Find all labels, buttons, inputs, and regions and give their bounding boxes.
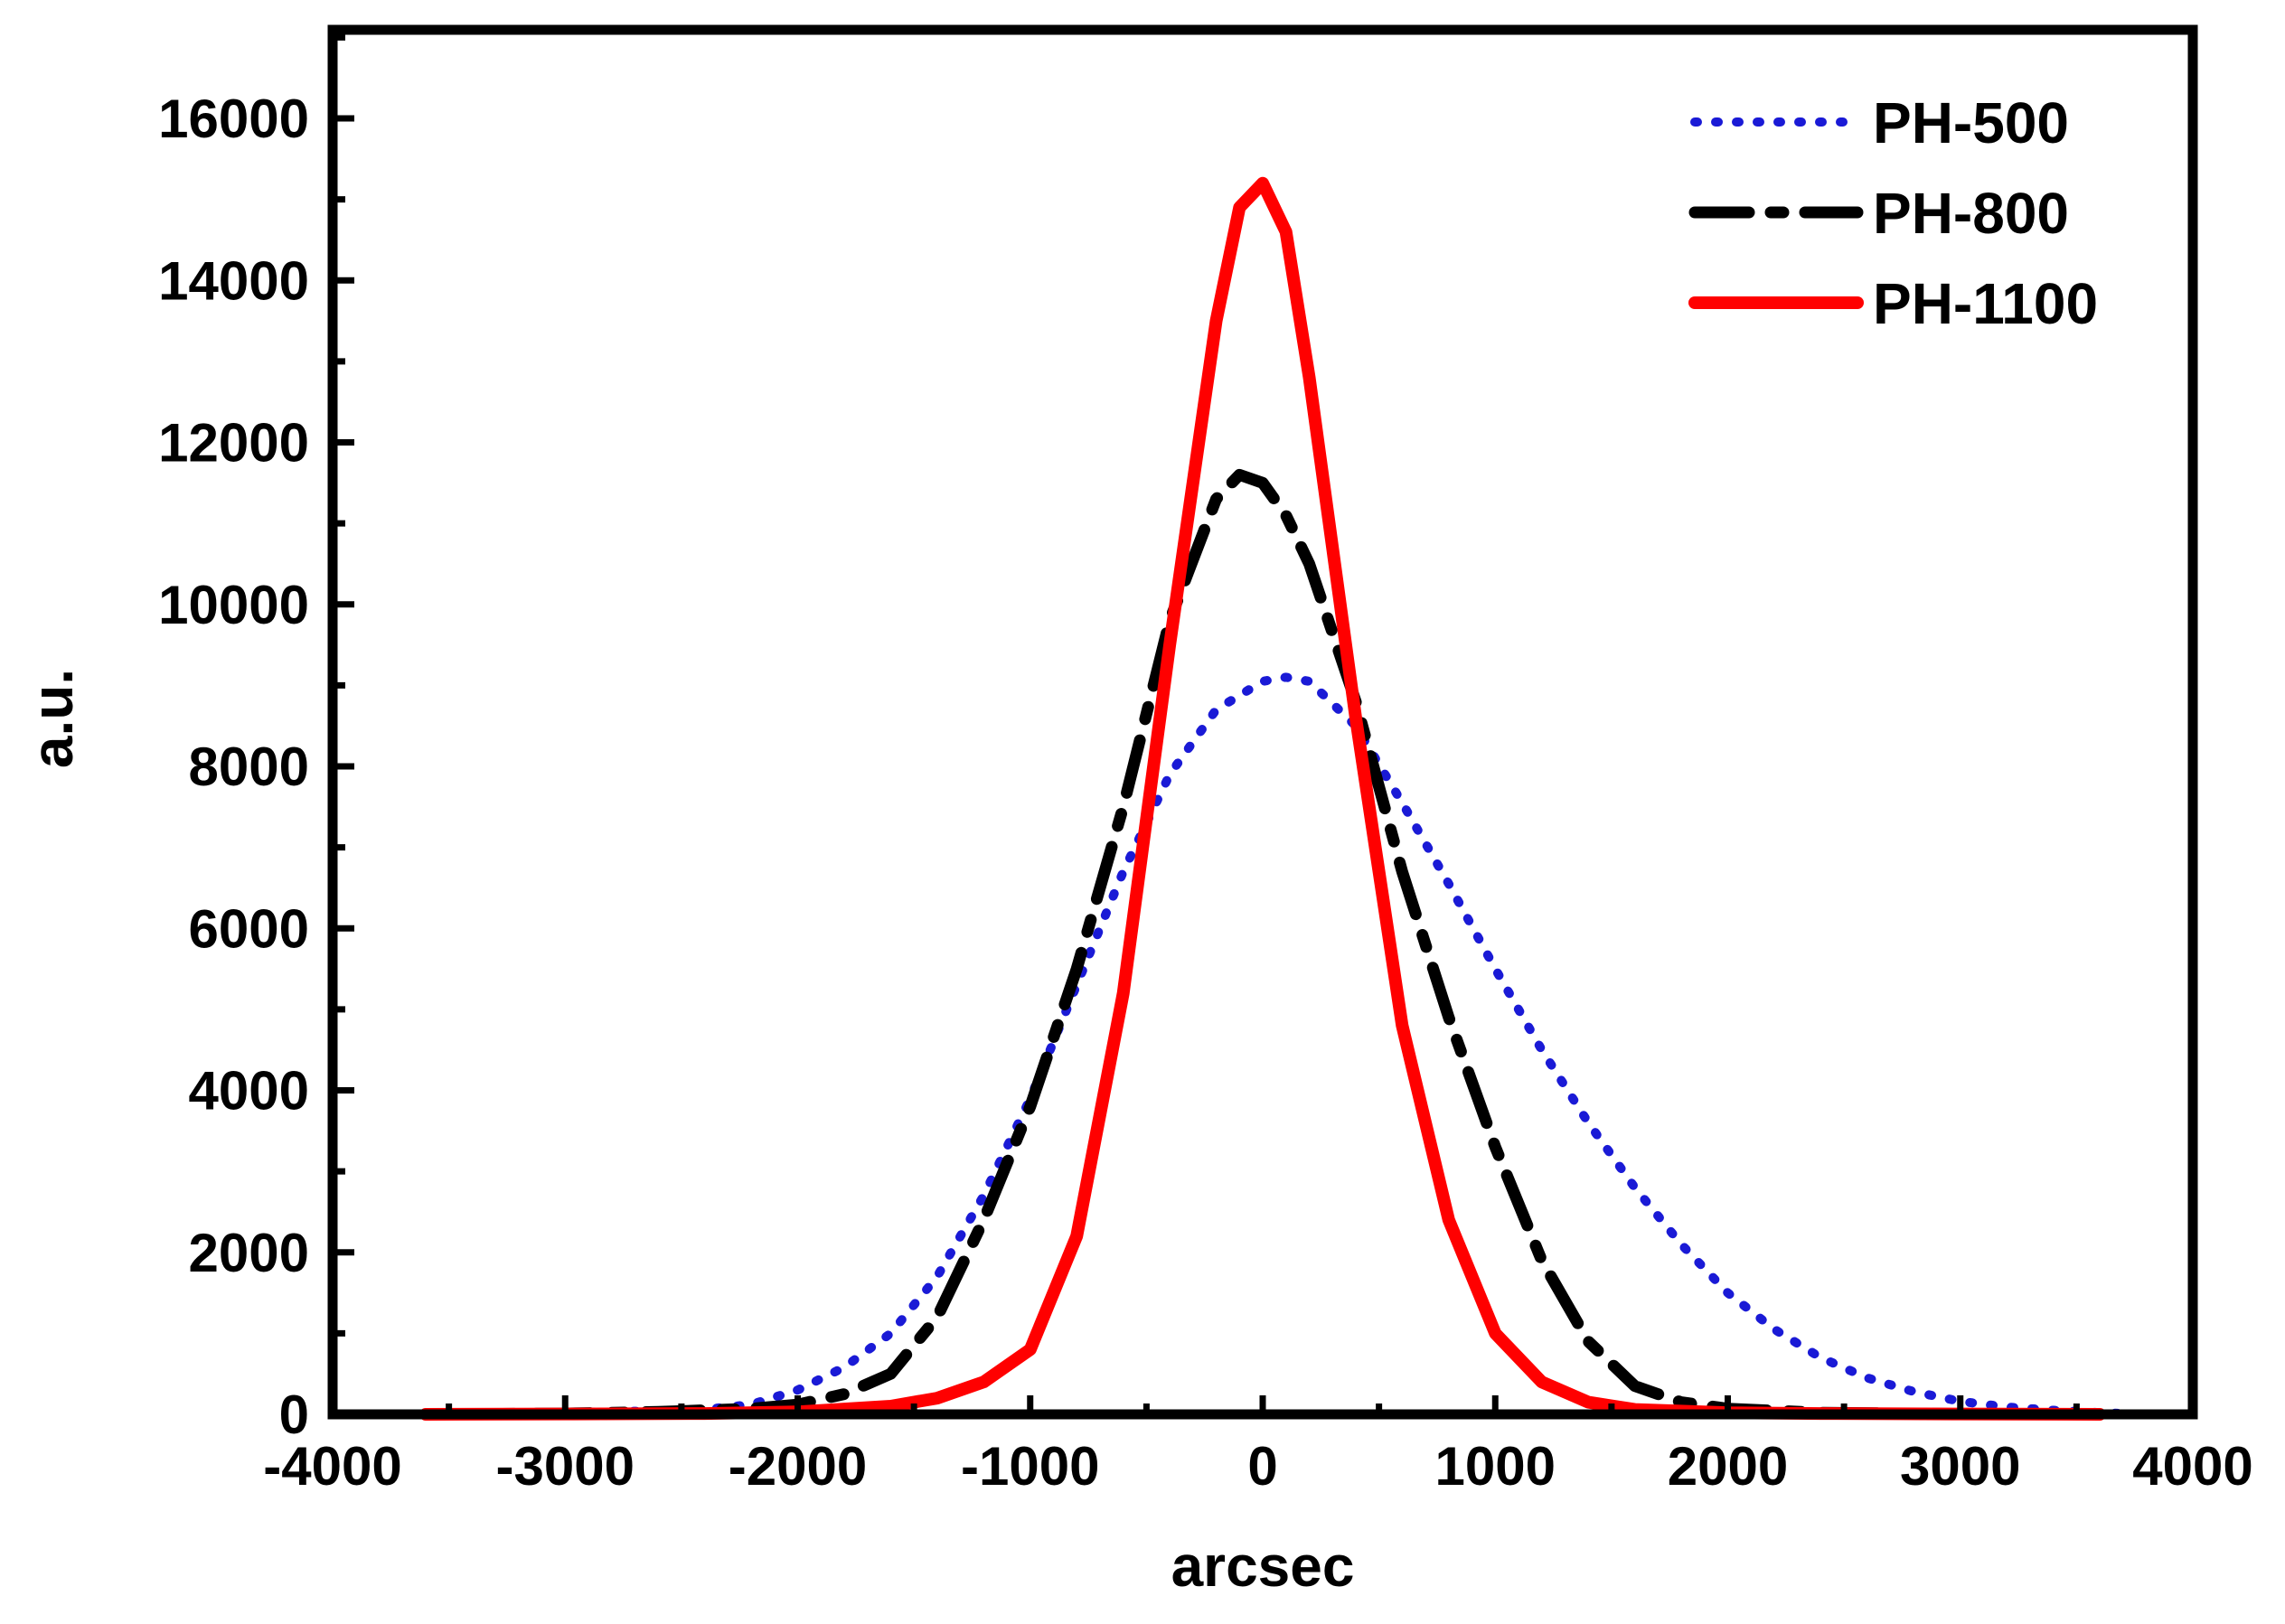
y-tick-label: 6000 — [189, 898, 309, 959]
y-tick-label: 16000 — [158, 89, 309, 149]
legend-item-ph-800: PH-800 — [1688, 181, 2069, 246]
legend-label: PH-500 — [1873, 90, 2069, 155]
y-axis-title: a.u. — [20, 669, 85, 768]
series-line-ph-1100 — [418, 176, 2107, 1421]
legend-label: PH-800 — [1873, 181, 2069, 246]
legend-label: PH-1100 — [1873, 271, 2098, 336]
series-line-ph-500 — [420, 672, 2197, 1419]
y-tick-label: 14000 — [158, 250, 309, 311]
y-tick-labels: 0 2000 4000 6000 8000 10000 12000 14000 16000 — [158, 89, 309, 1445]
y-tick-label: 0 — [279, 1385, 309, 1445]
y-tick-label: 10000 — [158, 575, 309, 635]
x-tick-label: 2000 — [1668, 1436, 1788, 1497]
legend-item-ph-500: PH-500 — [1690, 90, 2069, 155]
legend: PH-500 PH-800 PH-1100 — [1688, 90, 2098, 336]
ticks-layer — [329, 33, 2196, 1418]
y-tick-label: 8000 — [189, 737, 309, 797]
x-tick-label: -2000 — [729, 1436, 867, 1497]
x-tick-label: -3000 — [496, 1436, 635, 1497]
x-tick-label: 3000 — [1900, 1436, 2020, 1497]
series-layer — [418, 176, 2197, 1421]
x-tick-label: 0 — [1247, 1436, 1277, 1497]
x-tick-label: -1000 — [961, 1436, 1099, 1497]
series-line-ph-800 — [419, 468, 2106, 1421]
x-tick-label: 1000 — [1435, 1436, 1556, 1497]
y-tick-label: 2000 — [189, 1223, 309, 1283]
x-tick-labels: -4000 -3000 -2000 -1000 0 1000 2000 3000 4000 — [263, 1436, 2252, 1497]
x-tick-label: -4000 — [263, 1436, 401, 1497]
y-tick-label: 4000 — [189, 1061, 309, 1122]
x-tick-label: 4000 — [2132, 1436, 2252, 1497]
x-axis-title: arcsec — [1171, 1534, 1355, 1599]
y-tick-label: 12000 — [158, 413, 309, 474]
legend-item-ph-1100: PH-1100 — [1688, 271, 2098, 336]
